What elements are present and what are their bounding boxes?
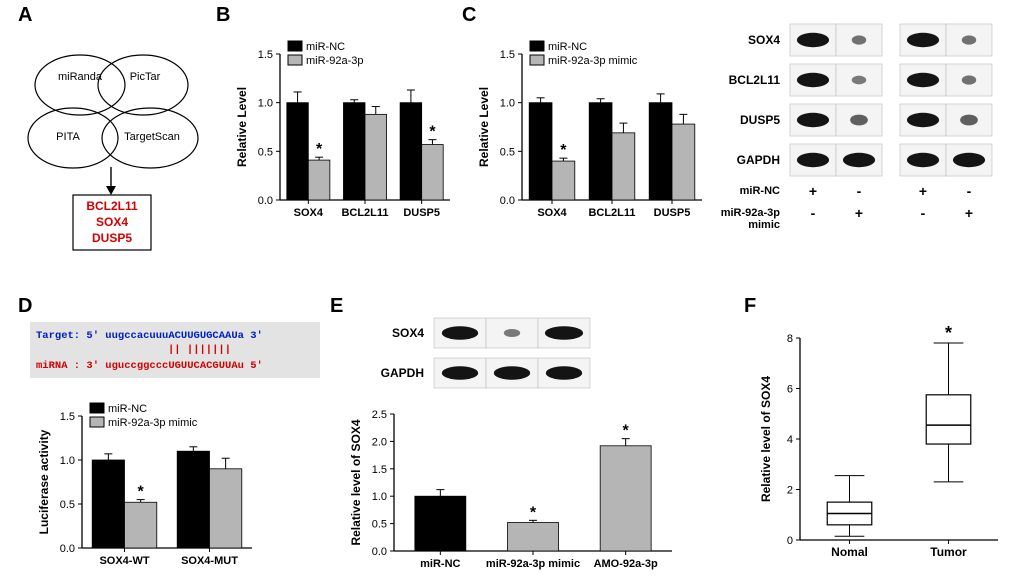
venn-target-1: BCL2L11 [86, 199, 138, 213]
svg-text:mimic: mimic [748, 219, 780, 231]
svg-text:1.0: 1.0 [500, 98, 515, 110]
svg-text:miR-92a-3p: miR-92a-3p [721, 207, 781, 219]
chart-c: 0.0 0.5 1.0 1.5 Relative Level SOX4 BCL2L11 DUS… [470, 18, 710, 228]
venn-target-2: SOX4 [96, 215, 128, 229]
svg-text:miR-92a-3p mimic: miR-92a-3p mimic [486, 558, 580, 570]
venn-label-miranda: miRanda [58, 71, 103, 83]
svg-text:0.0: 0.0 [258, 195, 273, 207]
svg-text:miR-92a-3p mimic: miR-92a-3p mimic [108, 417, 198, 429]
svg-text:-: - [967, 183, 972, 199]
svg-text:+: + [855, 205, 863, 221]
svg-text:DUSP5: DUSP5 [654, 207, 691, 219]
svg-text:miR-92a-3p: miR-92a-3p [306, 55, 363, 67]
sequence-alignment: Target: 5' uugccacuuuACUUGUGCAAUa 3' || |… [30, 322, 320, 382]
svg-text:1.5: 1.5 [258, 49, 273, 61]
svg-text:1.0: 1.0 [258, 98, 273, 110]
svg-text:BCL2L11: BCL2L11 [341, 207, 388, 219]
svg-text:SOX4: SOX4 [748, 33, 780, 47]
svg-text:|| |||||||: || ||||||| [168, 344, 231, 356]
svg-text:2: 2 [787, 485, 793, 497]
svg-text:0: 0 [787, 535, 793, 547]
svg-text:SOX4-WT: SOX4-WT [99, 555, 149, 567]
chart-b: 0.0 0.5 1.0 1.5 Relative Level SOX4 BCL2L11 DUS… [228, 18, 458, 228]
svg-text:*: * [138, 484, 145, 501]
svg-text:0.0: 0.0 [500, 195, 515, 207]
svg-text:Target: 5' uugccacuuuACUUGUGCA: Target: 5' uugccacuuuACUUGUGCAAUa 3' [36, 330, 263, 342]
svg-text:Luciferase activity: Luciferase activity [37, 429, 51, 534]
svg-text:4: 4 [787, 434, 793, 446]
panel-label-e: E [330, 295, 343, 318]
panel-label-a: A [18, 4, 32, 27]
western-c: SOX4 BCL2L11 DUSP5 GAPDH miR-NC + - + - miR-92a-3… [720, 14, 1015, 274]
svg-text:BCL2L11: BCL2L11 [588, 207, 635, 219]
svg-text:Relative Level: Relative Level [477, 87, 491, 167]
svg-text:GAPDH: GAPDH [381, 366, 424, 380]
svg-text:AMO-92a-3p: AMO-92a-3p [594, 558, 658, 570]
svg-text:*: * [560, 142, 567, 159]
venn-label-pictar: PicTar [130, 71, 161, 83]
venn-target-3: DUSP5 [92, 231, 132, 245]
svg-text:0.0: 0.0 [372, 546, 387, 558]
svg-text:2.0: 2.0 [372, 436, 387, 448]
svg-text:SOX4-MUT: SOX4-MUT [181, 555, 238, 567]
svg-text:2.5: 2.5 [372, 409, 387, 421]
chart-d: 0.0 0.5 1.0 1.5 Luciferase activity SOX4-WT SO… [30, 386, 260, 576]
svg-text:miR-NC: miR-NC [740, 185, 780, 197]
svg-text:+: + [965, 205, 973, 221]
venn-label-targetscan: TargetScan [124, 131, 180, 143]
svg-text:miR-92a-3p mimic: miR-92a-3p mimic [548, 55, 638, 67]
svg-text:8: 8 [787, 333, 793, 345]
svg-text:0.5: 0.5 [500, 146, 515, 158]
chart-f: 0 2 4 6 8 Relative level of SOX4 Nomal Tumor * [750, 320, 1010, 570]
svg-text:-: - [857, 183, 862, 199]
svg-text:0.5: 0.5 [60, 499, 75, 511]
svg-text:*: * [945, 323, 952, 343]
svg-text:miR-NC: miR-NC [420, 558, 460, 570]
svg-text:Relative level of SOX4: Relative level of SOX4 [759, 376, 773, 502]
svg-text:*: * [316, 141, 323, 158]
svg-text:0.5: 0.5 [372, 519, 387, 531]
svg-text:-: - [811, 205, 816, 221]
svg-text:miR-NC: miR-NC [548, 41, 587, 53]
svg-text:DUSP5: DUSP5 [740, 113, 780, 127]
svg-text:*: * [429, 124, 436, 141]
svg-text:DUSP5: DUSP5 [403, 207, 440, 219]
svg-text:+: + [919, 183, 927, 199]
western-e: SOX4 GAPDH [376, 314, 596, 404]
chart-e: 0.0 0.5 1.0 1.5 2.0 2.5 Relative level of SOX4… [340, 404, 680, 579]
panel-label-f: F [744, 295, 756, 318]
svg-text:Tumor: Tumor [930, 545, 967, 559]
svg-text:6: 6 [787, 384, 793, 396]
svg-text:1.0: 1.0 [372, 491, 387, 503]
svg-text:miR-NC: miR-NC [306, 41, 345, 53]
svg-text:1.5: 1.5 [500, 49, 515, 61]
svg-text:GAPDH: GAPDH [737, 153, 780, 167]
svg-text:*: * [530, 504, 537, 521]
svg-text:miRNA : 3' uguccggcccUGUUCACGU: miRNA : 3' uguccggcccUGUUCACGUUAu 5' [36, 360, 263, 372]
svg-text:SOX4: SOX4 [392, 326, 424, 340]
svg-text:-: - [921, 205, 926, 221]
svg-text:0.5: 0.5 [258, 146, 273, 158]
svg-text:0.0: 0.0 [60, 543, 75, 555]
svg-text:1.0: 1.0 [60, 455, 75, 467]
svg-text:+: + [809, 183, 817, 199]
svg-text:SOX4: SOX4 [294, 207, 324, 219]
svg-text:Nomal: Nomal [831, 545, 868, 559]
svg-text:Relative Level: Relative Level [235, 87, 249, 167]
svg-text:1.5: 1.5 [372, 464, 387, 476]
svg-text:1.5: 1.5 [60, 411, 75, 423]
svg-text:BCL2L11: BCL2L11 [729, 73, 781, 87]
venn-diagram: miRanda PicTar PITA TargetScan BCL2L11 S… [18, 30, 208, 260]
svg-text:Relative level of SOX4: Relative level of SOX4 [349, 419, 363, 545]
svg-text:*: * [623, 423, 630, 440]
panel-label-d: D [18, 295, 32, 318]
svg-text:SOX4: SOX4 [537, 207, 567, 219]
svg-text:miR-NC: miR-NC [108, 403, 147, 415]
venn-label-pita: PITA [56, 131, 80, 143]
